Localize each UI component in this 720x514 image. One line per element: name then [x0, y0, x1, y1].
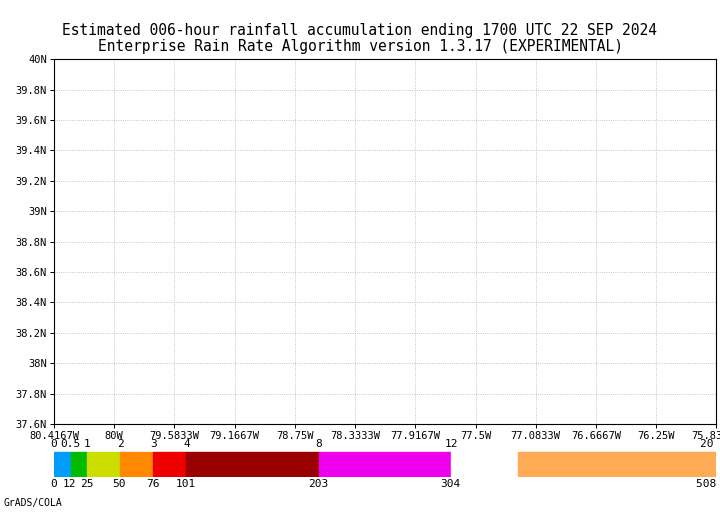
Text: 4: 4: [183, 439, 190, 449]
Text: 0.5: 0.5: [60, 439, 81, 449]
Bar: [54, 452, 71, 475]
Text: 203: 203: [309, 479, 329, 489]
Text: 2: 2: [117, 439, 124, 449]
Text: 50: 50: [112, 479, 126, 489]
Text: 101: 101: [176, 479, 196, 489]
Text: Estimated 006-hour rainfall accumulation ending 1700 UTC 22 SEP 2024: Estimated 006-hour rainfall accumulation…: [63, 23, 657, 38]
Text: 8: 8: [315, 439, 323, 449]
Bar: [87, 452, 120, 475]
Text: 508 mm: 508 mm: [696, 479, 720, 489]
Bar: [319, 452, 451, 475]
Text: GrADS/COLA: GrADS/COLA: [4, 498, 63, 508]
Text: 25: 25: [80, 479, 94, 489]
Text: Enterprise Rain Rate Algorithm version 1.3.17 (EXPERIMENTAL): Enterprise Rain Rate Algorithm version 1…: [97, 39, 623, 53]
Bar: [71, 452, 87, 475]
Text: 0: 0: [50, 479, 58, 489]
Text: 0: 0: [50, 439, 58, 449]
Bar: [153, 452, 186, 475]
Text: 20 in: 20 in: [700, 439, 720, 449]
Text: 3: 3: [150, 439, 157, 449]
Text: 76: 76: [146, 479, 160, 489]
Text: 12: 12: [63, 479, 76, 489]
Bar: [120, 452, 153, 475]
Bar: [186, 452, 319, 475]
Text: 1: 1: [84, 439, 91, 449]
Text: 12: 12: [445, 439, 458, 449]
Text: 304: 304: [440, 479, 461, 489]
Bar: [518, 452, 716, 475]
Bar: [451, 452, 518, 475]
